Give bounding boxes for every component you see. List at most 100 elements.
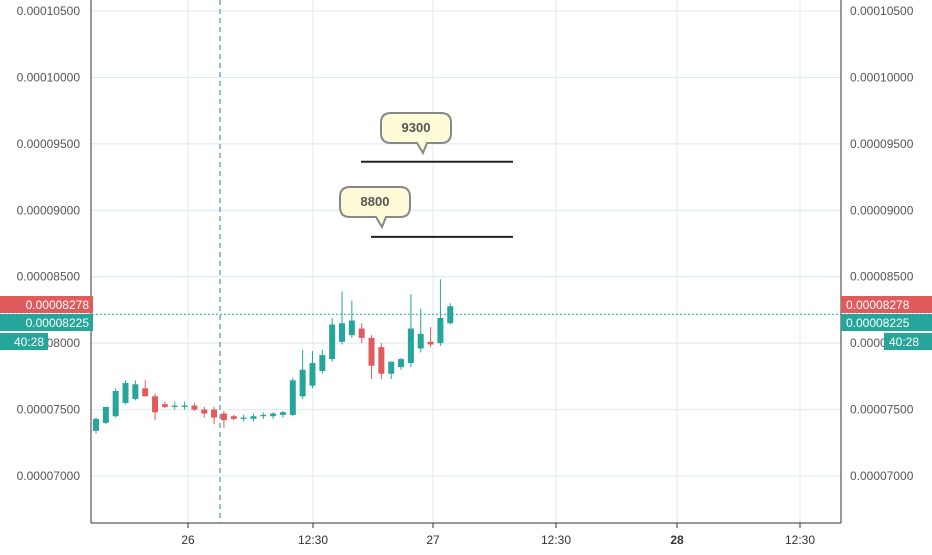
x-tick-label: 27 bbox=[426, 533, 440, 547]
candle bbox=[378, 343, 385, 380]
candle bbox=[181, 401, 188, 410]
price-labels: 0.00008278 0.00008225 40:28 0.00008278 0.000… bbox=[0, 296, 932, 350]
candle-body bbox=[407, 328, 414, 364]
candle bbox=[132, 380, 139, 401]
countdown-label-right-bg bbox=[884, 333, 932, 350]
candle-body bbox=[398, 359, 405, 368]
last-price-label-left-bg bbox=[0, 296, 93, 313]
last-price-label-right-text: 0.00008278 bbox=[846, 298, 910, 312]
candle bbox=[417, 308, 424, 353]
candle bbox=[102, 406, 109, 425]
candle bbox=[329, 317, 336, 362]
last-price-label-right-bg bbox=[841, 296, 932, 313]
y-tick-label-left: 0.00007500 bbox=[17, 403, 81, 417]
x-tick-label: 12:30 bbox=[541, 533, 571, 547]
candle-body bbox=[289, 380, 296, 415]
candle bbox=[447, 303, 454, 325]
y-tick-label-left: 0.00008500 bbox=[17, 270, 81, 284]
axes: 0.00010500 0.00010000 0.00009500 0.00009000… bbox=[17, 0, 914, 547]
candle-body bbox=[201, 409, 208, 414]
x-tick-label: 26 bbox=[181, 533, 195, 547]
candle-body bbox=[279, 412, 286, 415]
candle bbox=[161, 401, 168, 409]
x-tick-label: 28 bbox=[670, 533, 684, 547]
candle-body bbox=[299, 369, 306, 397]
candle-body bbox=[437, 317, 444, 344]
last-price-label-left-text: 0.00008278 bbox=[26, 298, 90, 312]
candle-body bbox=[240, 417, 247, 419]
candle-body bbox=[230, 416, 237, 419]
y-tick-label-right: 0.00007000 bbox=[850, 469, 914, 483]
current-price-label-left-bg bbox=[0, 314, 93, 331]
current-price-label-right-bg bbox=[841, 314, 932, 331]
countdown-label-left-text: 40:28 bbox=[14, 335, 44, 349]
candle bbox=[142, 380, 149, 397]
candle-body bbox=[112, 390, 119, 417]
candle bbox=[299, 349, 306, 399]
countdown-label-left-bg bbox=[0, 333, 48, 350]
candle-body bbox=[368, 337, 375, 366]
candles bbox=[93, 279, 454, 434]
callout-label: 9300 bbox=[402, 120, 431, 135]
candle-body bbox=[309, 363, 316, 386]
candle-body bbox=[388, 361, 395, 374]
candle-body bbox=[329, 324, 336, 360]
y-tick-label-right: 0.00009500 bbox=[850, 137, 914, 151]
current-price-label-right: 0.00008225 bbox=[841, 314, 932, 331]
x-tick-label: 12:30 bbox=[785, 533, 815, 547]
candle-body bbox=[339, 323, 345, 342]
annotations: 9300 8800 bbox=[339, 112, 513, 238]
annotation-9300[interactable]: 9300 bbox=[361, 112, 513, 163]
y-tick-label-right: 0.00010000 bbox=[850, 70, 914, 84]
candle bbox=[279, 410, 286, 418]
y-tick-label-left: 0.00010500 bbox=[17, 4, 81, 18]
candle-body bbox=[378, 347, 385, 374]
candle bbox=[250, 413, 257, 422]
candle bbox=[220, 410, 227, 429]
candle bbox=[260, 412, 267, 419]
current-price-label-right-text: 0.00008225 bbox=[846, 316, 910, 330]
candle bbox=[319, 349, 326, 374]
candle-body bbox=[358, 328, 365, 338]
candle-body bbox=[417, 333, 424, 349]
candle-body bbox=[260, 414, 267, 417]
countdown-label-right: 40:28 bbox=[884, 333, 932, 350]
candle bbox=[289, 377, 296, 417]
candle bbox=[398, 357, 405, 370]
annotation-8800[interactable]: 8800 bbox=[339, 186, 513, 238]
candle bbox=[93, 417, 99, 434]
y-tick-label-right: 0.00007500 bbox=[850, 403, 914, 417]
candle-body bbox=[319, 355, 326, 372]
candle-body bbox=[191, 405, 198, 410]
last-price-label-left: 0.00008278 bbox=[0, 296, 93, 313]
candle bbox=[230, 414, 237, 421]
y-tick-label-left: 0.00007000 bbox=[17, 469, 81, 483]
candle-body bbox=[152, 396, 159, 413]
last-price-label-right: 0.00008278 bbox=[841, 296, 932, 313]
candle-body bbox=[142, 388, 149, 397]
candle bbox=[112, 388, 119, 418]
x-tick-label: 12:30 bbox=[298, 533, 328, 547]
candle-body bbox=[102, 406, 109, 423]
callout-bubble[interactable] bbox=[339, 186, 411, 230]
candle bbox=[191, 402, 198, 411]
candle bbox=[211, 406, 218, 425]
candle-body bbox=[348, 320, 355, 336]
candle-body bbox=[220, 413, 227, 421]
countdown-label-right-text: 40:28 bbox=[889, 335, 919, 349]
y-tick-label-right: 0.00008500 bbox=[850, 270, 914, 284]
candle bbox=[388, 361, 395, 380]
candle bbox=[407, 293, 414, 368]
candle-body bbox=[447, 306, 454, 324]
candle bbox=[240, 414, 247, 422]
candle-body bbox=[181, 405, 188, 407]
candle-body bbox=[171, 405, 178, 407]
candle-body bbox=[93, 418, 99, 431]
candle-body bbox=[211, 409, 218, 418]
candle bbox=[339, 291, 345, 345]
crosshair bbox=[0, 0, 932, 523]
current-price-label-left-text: 0.00008225 bbox=[26, 316, 90, 330]
callout-bubble[interactable] bbox=[380, 112, 452, 156]
